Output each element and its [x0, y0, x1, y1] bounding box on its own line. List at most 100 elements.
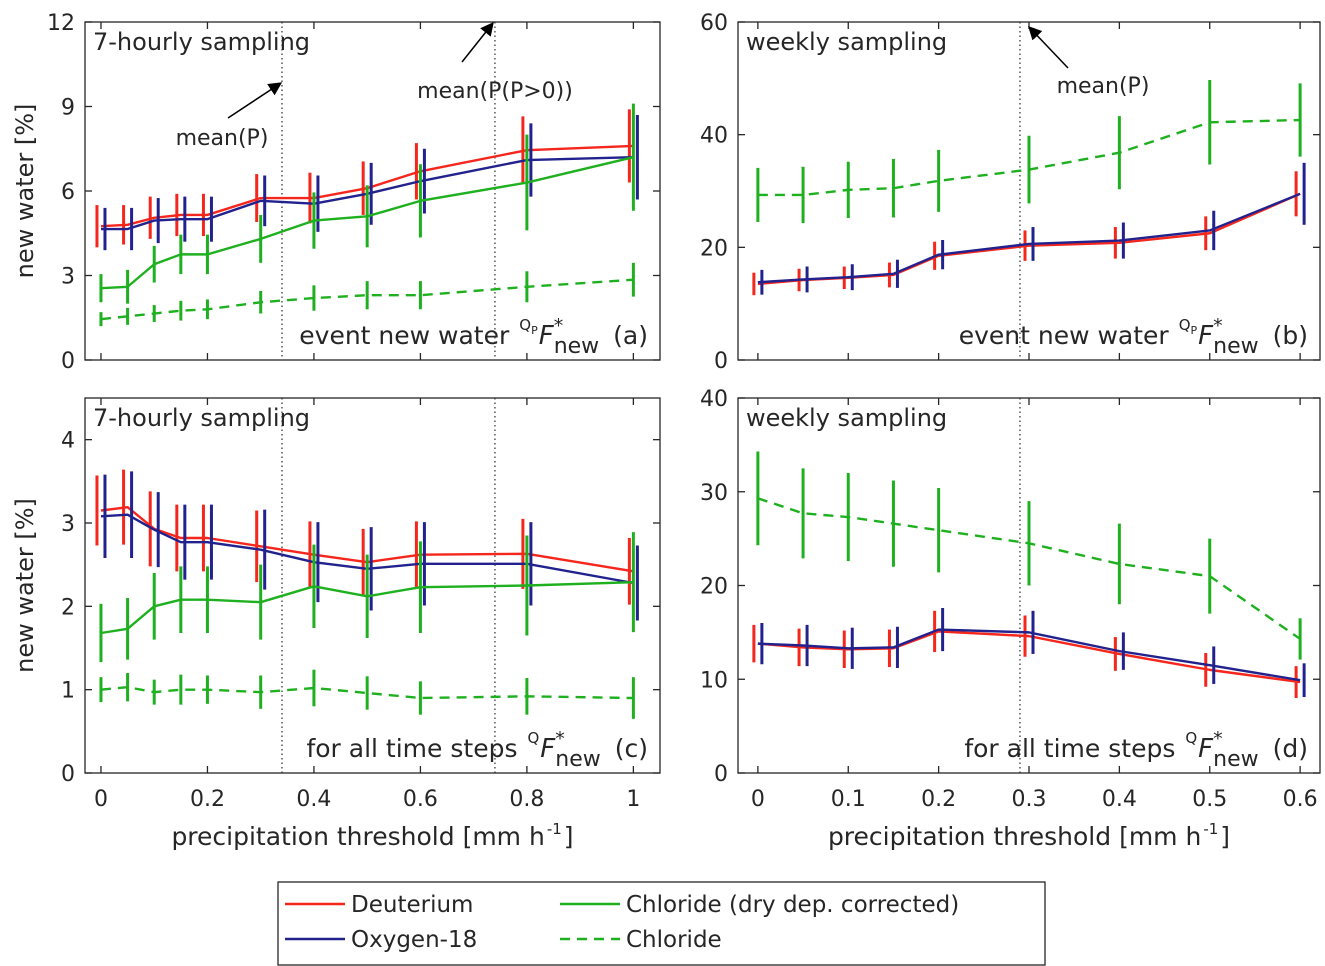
- panel-label-symbol-sub: new: [1213, 747, 1258, 772]
- series-line: [757, 497, 1301, 640]
- panel-label-sup: Q: [1185, 729, 1197, 747]
- panel-label-symbol: F: [539, 321, 555, 351]
- x-tick-label: 0.6: [1283, 787, 1318, 812]
- y-tick-label: 1: [61, 679, 75, 704]
- x-tick-label: 0: [94, 787, 108, 812]
- panel-label-sup-sub: P: [531, 324, 538, 337]
- x-tick-label: 0.4: [296, 787, 331, 812]
- panel-label-tag: (d): [1273, 734, 1308, 763]
- x-tick-label: 0.1: [831, 787, 866, 812]
- x-axis-label-group: precipitation threshold [mm h -1]: [171, 820, 573, 851]
- panel-label-symbol-sup: *: [1213, 315, 1223, 337]
- series-line: [100, 156, 634, 231]
- y-tick-label: 20: [700, 236, 728, 261]
- panel-label-symbol: F: [1198, 321, 1214, 351]
- x-axis-label: precipitation threshold [mm h: [828, 822, 1201, 851]
- series-line: [757, 628, 1301, 682]
- x-tick-label: 0.2: [190, 787, 225, 812]
- y-tick-label: 2: [61, 595, 75, 620]
- panel-label-symbol-sup: *: [554, 315, 564, 337]
- panel-label-sup: Q: [1179, 316, 1191, 334]
- panel-title: 7-hourly sampling: [93, 28, 310, 56]
- panel-label-sup-sub: P: [1191, 324, 1198, 337]
- y-tick-label: 40: [700, 124, 728, 149]
- panel-label-text: for all time steps: [964, 734, 1175, 763]
- x-axis-label-end: ]: [564, 822, 574, 851]
- panel-label-tag: (c): [615, 734, 648, 763]
- panel-label-tag: (b): [1273, 321, 1308, 350]
- axes-box: [84, 397, 661, 774]
- x-axis-label-group: precipitation threshold [mm h -1]: [828, 820, 1230, 851]
- panel-label: for all time steps Q F *new (c): [306, 728, 648, 772]
- series-line: [757, 630, 1301, 684]
- panel-label: event new water Q P F *new (a): [299, 315, 648, 359]
- panel-label-sup: Q: [527, 729, 539, 747]
- x-tick-label: 0.6: [403, 787, 438, 812]
- annotation: mean(P): [1057, 74, 1150, 99]
- x-axis-label-sup: -1: [1203, 820, 1218, 838]
- panel-label-symbol: F: [1198, 734, 1214, 764]
- panel-label-symbol-sub: new: [555, 747, 600, 772]
- panel-label-symbol-sub: new: [1213, 334, 1258, 359]
- series-line: [757, 118, 1301, 197]
- y-tick-label: 12: [47, 11, 75, 36]
- y-tick-label: 6: [61, 180, 75, 205]
- y-tick-label: 4: [61, 429, 75, 454]
- annotation-arrow: [1028, 26, 1069, 69]
- y-tick-label: 3: [61, 265, 75, 290]
- legend-label: Deuterium: [351, 892, 473, 918]
- y-tick-label: 20: [700, 575, 728, 600]
- legend-label: Chloride: [626, 927, 722, 953]
- annotation: mean(P): [176, 126, 269, 151]
- x-tick-label: 0.8: [509, 787, 544, 812]
- y-tick-label: 9: [61, 96, 75, 121]
- annotation: mean(P(P>0)): [417, 79, 573, 104]
- annotation-arrow: [461, 21, 494, 63]
- panel-label-symbol: F: [540, 734, 556, 764]
- x-axis-label: precipitation threshold [mm h: [171, 822, 544, 851]
- panel-title: weekly sampling: [746, 28, 947, 56]
- x-tick-label: 0.5: [1192, 787, 1227, 812]
- legend-label: Chloride (dry dep. corrected): [626, 892, 959, 918]
- x-tick-label: 0.3: [1012, 787, 1047, 812]
- panel-label-symbol-sub: new: [554, 334, 599, 359]
- panel-label: for all time steps Q F *new (d): [964, 728, 1308, 772]
- legend: Deuterium Oxygen-18 Chloride (dry dep. cor…: [277, 881, 1046, 966]
- panel-label: event new water Q P F *new (b): [959, 315, 1308, 359]
- x-tick-label: 0.4: [1102, 787, 1137, 812]
- panel-title: weekly sampling: [746, 404, 947, 432]
- y-axis-label: new water [%]: [11, 498, 39, 673]
- panel-label-text: event new water: [959, 321, 1170, 350]
- y-tick-label: 60: [700, 11, 728, 36]
- x-axis-label-sup: -1: [547, 820, 562, 838]
- y-tick-label: 3: [61, 512, 75, 537]
- x-tick-label: 0.2: [921, 787, 956, 812]
- x-tick-label: 1: [626, 787, 640, 812]
- y-tick-label: 0: [714, 349, 728, 374]
- panel-label-text: event new water: [299, 321, 510, 350]
- annotation-arrow: [227, 82, 283, 119]
- x-tick-label: 0: [751, 787, 765, 812]
- x-axis-label-end: ]: [1220, 822, 1230, 851]
- y-tick-label: 10: [700, 668, 728, 693]
- series-line: [100, 144, 634, 228]
- y-tick-label: 0: [61, 762, 75, 787]
- panel-label-text: for all time steps: [306, 734, 517, 763]
- panel-label-sup: Q: [519, 316, 531, 334]
- panel-title: 7-hourly sampling: [93, 404, 310, 432]
- series-line: [757, 192, 1301, 284]
- legend-label: Oxygen-18: [351, 927, 477, 953]
- y-tick-label: 40: [700, 387, 728, 412]
- panel-label-tag: (a): [613, 321, 648, 350]
- panel-label-symbol-sup: *: [555, 728, 565, 750]
- series-line: [100, 513, 634, 585]
- series-line: [100, 505, 634, 573]
- y-tick-label: 0: [714, 762, 728, 787]
- y-tick-label: 30: [700, 481, 728, 506]
- panel-label-symbol-sup: *: [1213, 728, 1223, 750]
- y-tick-label: 0: [61, 349, 75, 374]
- legend-box: [277, 881, 1046, 966]
- y-axis-label: new water [%]: [11, 104, 39, 279]
